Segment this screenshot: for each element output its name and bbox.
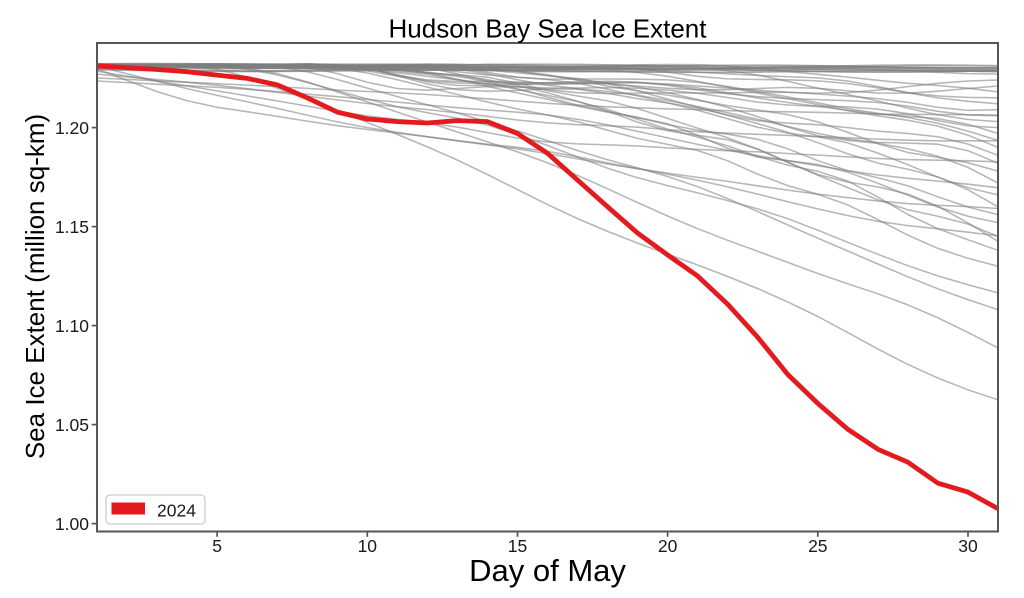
svg-text:Sea Ice Extent (million sq-km): Sea Ice Extent (million sq-km) <box>20 114 50 459</box>
svg-text:30: 30 <box>958 536 978 556</box>
svg-text:1.00: 1.00 <box>55 514 89 534</box>
svg-text:1.15: 1.15 <box>55 217 89 237</box>
svg-text:15: 15 <box>508 536 527 556</box>
svg-text:Hudson Bay Sea Ice Extent: Hudson Bay Sea Ice Extent <box>389 14 708 44</box>
svg-text:25: 25 <box>808 536 827 556</box>
svg-text:1.10: 1.10 <box>55 316 89 336</box>
svg-text:5: 5 <box>212 536 222 556</box>
svg-text:10: 10 <box>358 536 378 556</box>
svg-text:Day of May: Day of May <box>469 553 626 588</box>
svg-text:1.05: 1.05 <box>55 415 89 435</box>
svg-text:1.20: 1.20 <box>55 118 89 138</box>
svg-text:20: 20 <box>658 536 678 556</box>
svg-text:2024: 2024 <box>157 501 196 521</box>
